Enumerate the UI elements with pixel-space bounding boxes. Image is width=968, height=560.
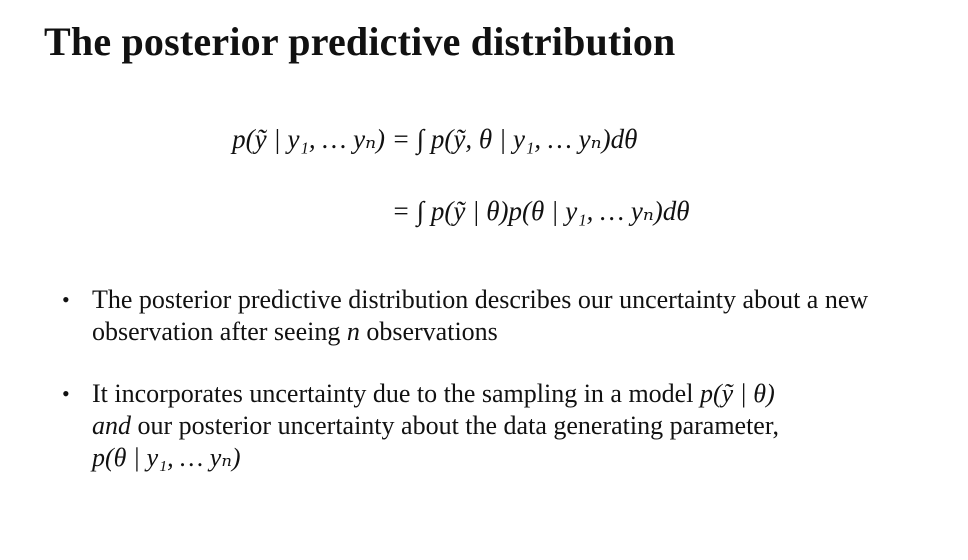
bullet-text: our posterior uncertainty about the data… — [131, 411, 779, 440]
equation-lhs: p(ỹ | y₁, … yₙ) = — [232, 124, 410, 154]
equation-line-1: p(ỹ | y₁, … yₙ) = ∫ p(ỹ, θ | y₁, … yₙ)dθ — [192, 124, 637, 155]
slide-title: The posterior predictive distribution — [44, 19, 676, 64]
bullet-item: • The posterior predictive distribution … — [62, 284, 922, 348]
equation-rhs-2: ∫ p(ỹ | θ)p(θ | y₁, … yₙ)dθ — [416, 196, 690, 226]
equation-equals: = — [391, 196, 410, 226]
bullet-math: p(ỹ | θ) — [699, 379, 775, 408]
equation-rhs-1: ∫ p(ỹ, θ | y₁, … yₙ)dθ — [416, 124, 638, 154]
bullet-item: • It incorporates uncertainty due to the… — [62, 378, 922, 474]
bullet-list: • The posterior predictive distribution … — [62, 284, 922, 504]
bullet-math: n — [346, 317, 360, 346]
bullet-text: The posterior predictive distribution de… — [92, 285, 869, 346]
bullet-emphasis: and — [92, 411, 131, 440]
bullet-text: It incorporates uncertainty due to the s… — [92, 379, 700, 408]
bullet-math: p(θ | y₁, … yₙ) — [92, 443, 241, 472]
bullet-text: observations — [359, 317, 498, 346]
equation-line-2: = ∫ p(ỹ | θ)p(θ | y₁, … yₙ)dθ — [192, 196, 690, 227]
bullet-dot: • — [62, 287, 70, 312]
bullet-dot: • — [62, 381, 70, 406]
